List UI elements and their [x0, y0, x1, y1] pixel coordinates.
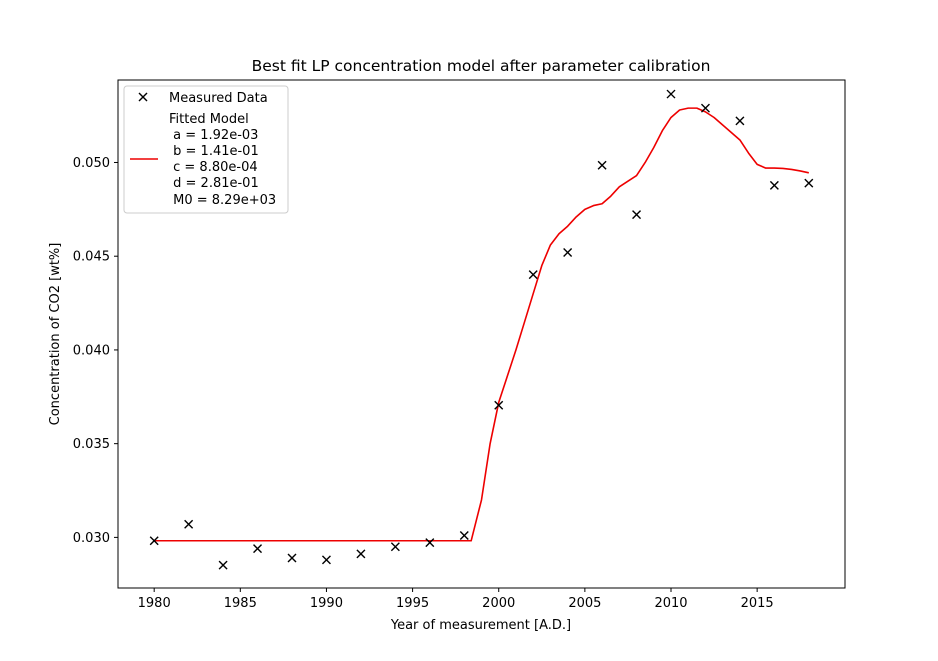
measured-data-point [494, 400, 504, 410]
x-tick-label: 2010 [654, 596, 687, 611]
legend-param-m0: M0 = 8.29e+03 [169, 193, 276, 208]
x-tick-label: 1995 [396, 596, 429, 611]
legend-label-fitted: Fitted Model [169, 112, 249, 127]
measured-data-point [425, 538, 435, 548]
measured-data-point [287, 553, 297, 563]
measured-data-point [563, 247, 573, 257]
x-axis-label: Year of measurement [A.D.] [390, 618, 571, 633]
y-tick-label: 0.035 [73, 437, 110, 452]
x-tick-label: 1980 [138, 596, 171, 611]
legend-frame [123, 85, 289, 214]
measured-data-point [597, 160, 607, 170]
measured-data-point [769, 180, 779, 190]
measured-data-point [390, 542, 400, 552]
measured-data-point [804, 178, 814, 188]
measured-data-point [459, 531, 469, 541]
chart-marks [149, 89, 814, 570]
axes-frame [117, 79, 846, 589]
legend-param-a: a = 1.92e-03 [169, 128, 258, 143]
y-tick-label: 0.045 [73, 250, 110, 265]
measured-data-point [218, 560, 228, 570]
legend-label-measured: Measured Data [169, 91, 268, 106]
measured-data-point [253, 544, 263, 554]
x-tick-label: 1985 [224, 596, 257, 611]
measured-data-point [528, 270, 538, 280]
fitted-model-line [154, 107, 809, 542]
y-tick-label: 0.050 [73, 156, 110, 171]
measured-data-point [356, 549, 366, 559]
measured-data-point [700, 103, 710, 113]
x-axis: 1980 1985 1990 1995 2000 2005 2010 2015 [138, 588, 774, 611]
x-tick-label: 2005 [568, 596, 601, 611]
y-tick-label: 0.030 [73, 531, 110, 546]
x-tick-label: 2015 [741, 596, 774, 611]
legend-marker-measured [138, 92, 148, 102]
measured-data-point [632, 210, 642, 220]
measured-data-point [184, 519, 194, 529]
measured-data-point [321, 555, 331, 565]
legend: Measured Data Fitted Model a = 1.92e-03 … [123, 85, 289, 214]
chart-title: Best fit LP concentration model after pa… [252, 57, 711, 75]
legend-param-c: c = 8.80e-04 [169, 160, 258, 175]
legend-param-b: b = 1.41e-01 [169, 144, 259, 159]
measured-data-point [735, 116, 745, 126]
x-tick-label: 1990 [310, 596, 343, 611]
y-axis: 0.030 0.035 0.040 0.045 0.050 [73, 156, 118, 546]
y-tick-label: 0.040 [73, 343, 110, 358]
y-axis-label: Concentration of CO2 [wt%] [48, 243, 63, 426]
measured-data-point [149, 536, 159, 546]
x-tick-label: 2000 [482, 596, 515, 611]
legend-param-d: d = 2.81e-01 [169, 176, 259, 191]
measured-data-point [666, 89, 676, 99]
